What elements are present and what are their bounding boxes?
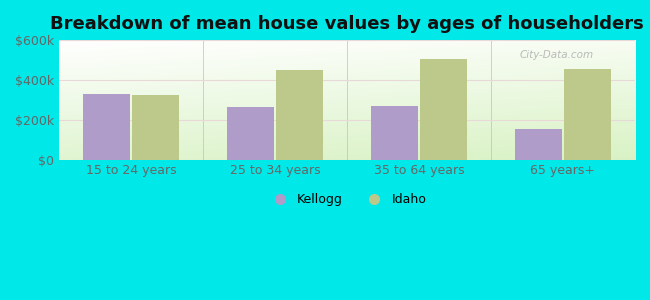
Title: Breakdown of mean house values by ages of householders: Breakdown of mean house values by ages o… — [50, 15, 644, 33]
Text: City-Data.com: City-Data.com — [520, 50, 594, 60]
Bar — [227, 107, 274, 160]
Legend: Kellogg, Idaho: Kellogg, Idaho — [267, 193, 427, 206]
Bar — [515, 129, 562, 160]
Bar — [371, 106, 417, 160]
Bar — [421, 59, 467, 160]
Bar — [564, 69, 610, 160]
Bar — [83, 94, 129, 160]
Bar — [133, 95, 179, 160]
Bar — [276, 70, 322, 160]
